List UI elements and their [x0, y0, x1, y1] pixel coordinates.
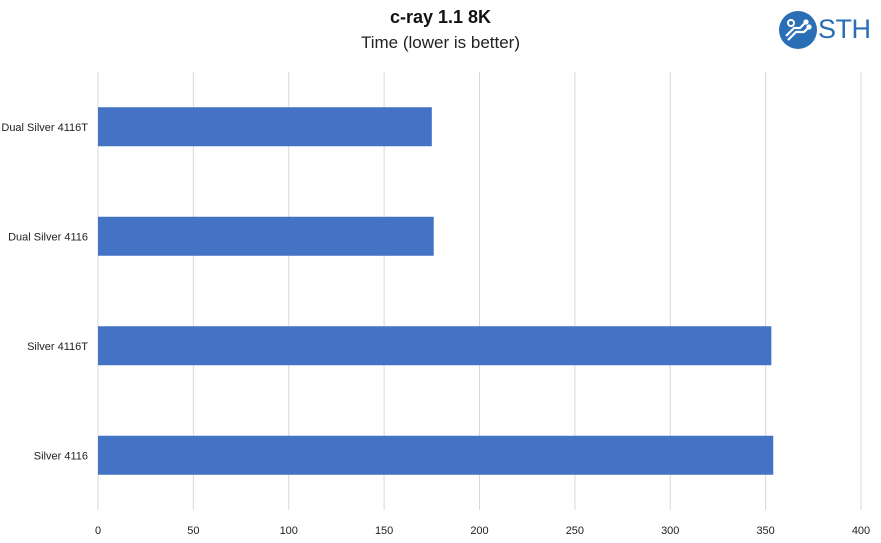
x-tick-label: 300 [661, 525, 679, 537]
x-tick-label: 50 [187, 525, 199, 537]
x-tick-label: 200 [470, 525, 488, 537]
circuit-logo-icon [779, 11, 817, 49]
bar [98, 435, 774, 475]
category-label: Silver 4116T [27, 341, 88, 353]
category-label: Dual Silver 4116 [8, 231, 88, 243]
category-labels: Dual Silver 4116T Dual Silver 4116 Silver … [1, 122, 88, 463]
bar [98, 326, 772, 366]
x-tick-label: 100 [280, 525, 298, 537]
sth-logo: STH [778, 8, 871, 52]
logo-text: STH [818, 14, 871, 44]
bar [98, 216, 434, 256]
x-tick-label: 400 [852, 525, 870, 537]
bars [98, 107, 774, 475]
bar [98, 107, 432, 147]
x-tick-label: 250 [566, 525, 584, 537]
x-tick-label: 350 [756, 525, 774, 537]
chart-subtitle: Time (lower is better) [360, 33, 520, 52]
x-tick-labels: 0 50 100 150 200 250 300 350 400 [95, 525, 870, 537]
x-tick-label: 0 [95, 525, 101, 537]
chart-title: c-ray 1.1 8K [389, 7, 492, 27]
category-label: Silver 4116 [34, 450, 88, 462]
x-tick-label: 150 [375, 525, 393, 537]
category-label: Dual Silver 4116T [1, 122, 88, 134]
